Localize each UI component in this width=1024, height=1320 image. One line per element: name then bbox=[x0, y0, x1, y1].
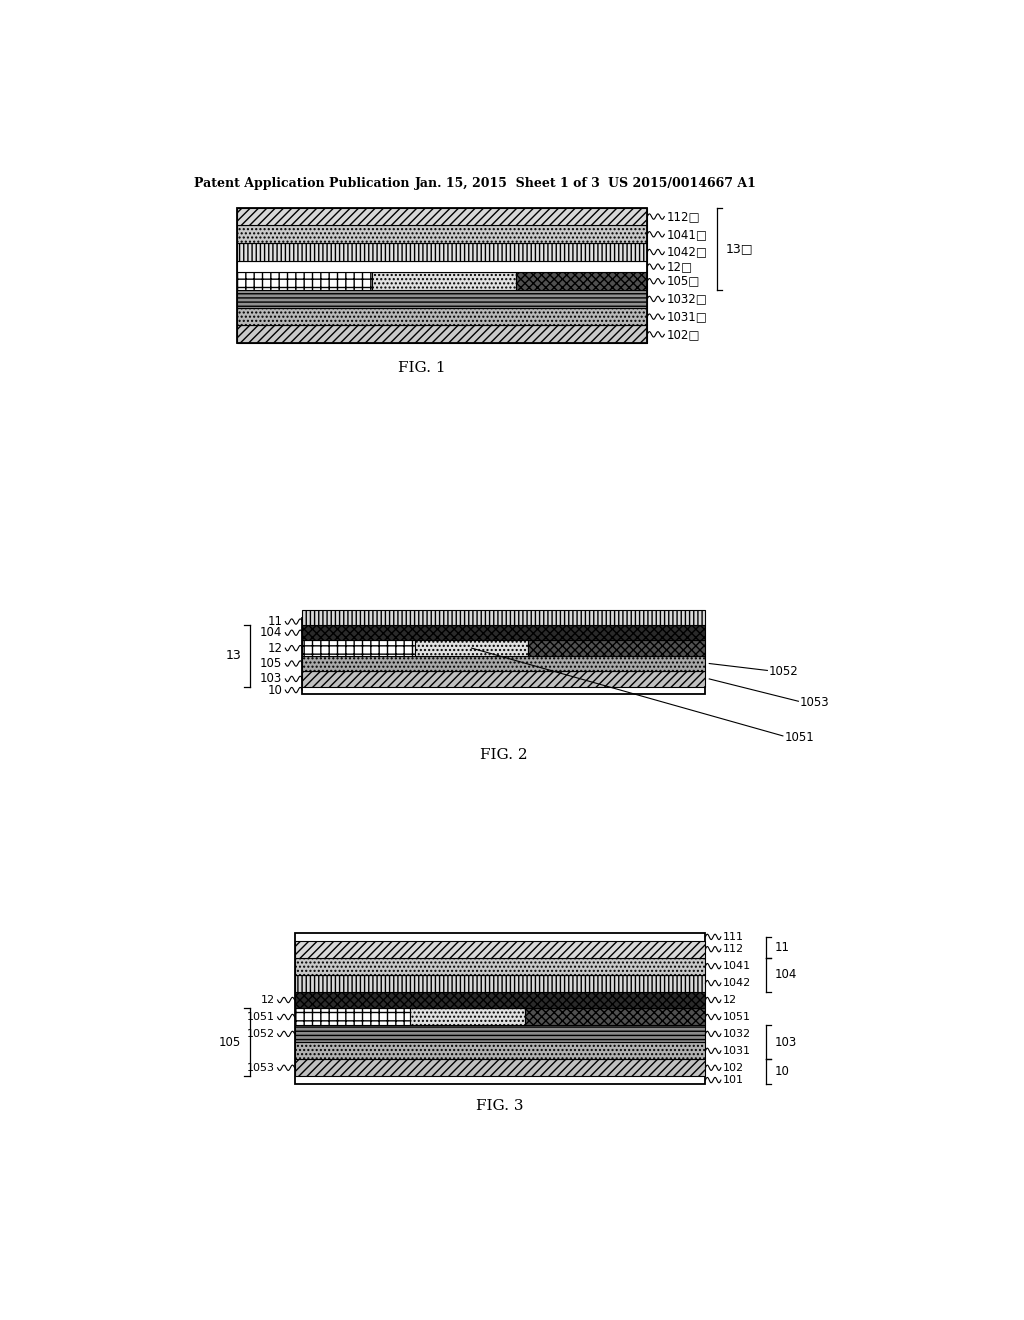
Text: 101: 101 bbox=[723, 1074, 744, 1085]
Text: 102: 102 bbox=[723, 1063, 744, 1073]
Text: 11: 11 bbox=[774, 941, 790, 954]
Text: 111: 111 bbox=[723, 932, 744, 942]
Bar bbox=[295, 1059, 706, 1076]
Bar bbox=[302, 610, 706, 626]
Bar bbox=[410, 1008, 524, 1026]
Bar bbox=[295, 1026, 706, 1043]
Bar bbox=[524, 1008, 706, 1026]
Text: Jan. 15, 2015  Sheet 1 of 3: Jan. 15, 2015 Sheet 1 of 3 bbox=[415, 177, 600, 190]
Bar bbox=[415, 640, 528, 656]
Text: 105: 105 bbox=[219, 1036, 241, 1049]
Text: 13□: 13□ bbox=[726, 243, 753, 255]
Text: 1053: 1053 bbox=[247, 1063, 274, 1073]
Text: 104: 104 bbox=[774, 968, 797, 981]
Text: 12□: 12□ bbox=[667, 260, 693, 273]
Bar bbox=[372, 272, 516, 290]
Bar bbox=[516, 272, 647, 290]
Text: 112: 112 bbox=[723, 944, 744, 954]
Text: 1051: 1051 bbox=[247, 1012, 274, 1022]
Text: 1053: 1053 bbox=[800, 696, 829, 709]
Text: 10: 10 bbox=[267, 684, 283, 697]
Bar bbox=[302, 672, 706, 686]
Text: 1051: 1051 bbox=[723, 1012, 752, 1022]
Text: 1032□: 1032□ bbox=[667, 293, 708, 305]
Text: 1052: 1052 bbox=[247, 1028, 274, 1039]
Text: 1052: 1052 bbox=[769, 665, 799, 678]
Text: 1031: 1031 bbox=[723, 1045, 752, 1056]
Bar bbox=[237, 207, 647, 226]
Bar bbox=[295, 941, 706, 958]
Text: FIG. 1: FIG. 1 bbox=[397, 360, 445, 375]
Bar bbox=[295, 991, 706, 1008]
Bar bbox=[295, 958, 706, 974]
Bar bbox=[302, 640, 415, 656]
Text: 1041□: 1041□ bbox=[667, 228, 708, 240]
Bar bbox=[295, 1008, 410, 1026]
Bar bbox=[237, 207, 647, 343]
Text: 12: 12 bbox=[260, 995, 274, 1005]
Bar bbox=[237, 272, 372, 290]
Text: 12: 12 bbox=[723, 995, 737, 1005]
Bar bbox=[237, 243, 647, 261]
Bar bbox=[237, 308, 647, 326]
Text: 105□: 105□ bbox=[667, 275, 700, 288]
Text: 105: 105 bbox=[260, 657, 283, 671]
Text: 1031□: 1031□ bbox=[667, 310, 708, 323]
Text: 103: 103 bbox=[260, 672, 283, 685]
Text: 1041: 1041 bbox=[723, 961, 752, 972]
Bar bbox=[302, 618, 706, 693]
Bar bbox=[295, 933, 706, 1084]
Bar bbox=[237, 326, 647, 343]
Text: 102□: 102□ bbox=[667, 327, 700, 341]
Text: 112□: 112□ bbox=[667, 210, 700, 223]
Text: 1042: 1042 bbox=[723, 978, 752, 989]
Bar bbox=[302, 656, 706, 671]
Text: US 2015/0014667 A1: US 2015/0014667 A1 bbox=[608, 177, 757, 190]
Bar bbox=[237, 290, 647, 308]
Bar bbox=[237, 261, 647, 272]
Text: Patent Application Publication: Patent Application Publication bbox=[194, 177, 410, 190]
Bar bbox=[528, 640, 706, 656]
Text: 104: 104 bbox=[260, 626, 283, 639]
Bar bbox=[295, 1043, 706, 1059]
Bar bbox=[295, 974, 706, 991]
Bar bbox=[302, 626, 706, 640]
Text: 1042□: 1042□ bbox=[667, 246, 708, 259]
Text: 10: 10 bbox=[774, 1065, 790, 1078]
Text: FIG. 3: FIG. 3 bbox=[476, 1098, 523, 1113]
Text: 1032: 1032 bbox=[723, 1028, 752, 1039]
Bar bbox=[237, 226, 647, 243]
Text: 1051: 1051 bbox=[784, 731, 814, 744]
Text: 11: 11 bbox=[267, 615, 283, 628]
Text: 103: 103 bbox=[774, 1036, 797, 1049]
Text: 13: 13 bbox=[225, 649, 241, 663]
Text: 12: 12 bbox=[267, 642, 283, 655]
Text: FIG. 2: FIG. 2 bbox=[480, 748, 527, 762]
